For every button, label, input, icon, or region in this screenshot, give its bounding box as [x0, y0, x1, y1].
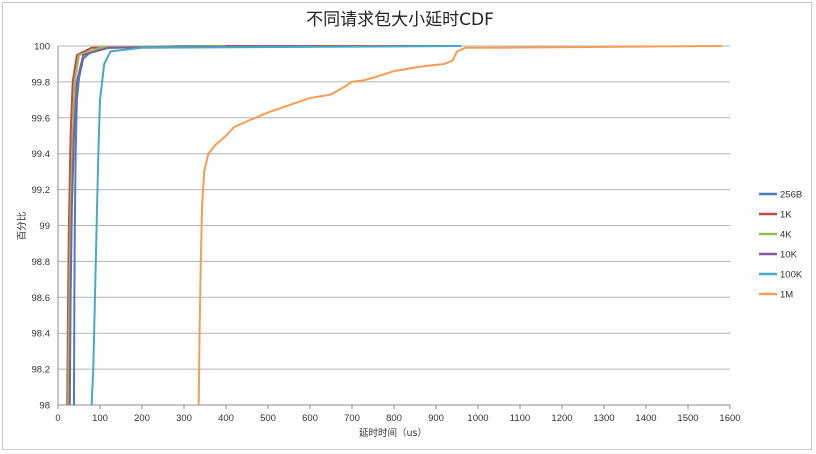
chart-title: 不同请求包大小延时CDF	[306, 10, 494, 30]
x-tick-label-11: 1100	[510, 413, 530, 424]
x-tick-label-12: 1200	[551, 413, 572, 424]
x-tick-label-5: 500	[260, 413, 276, 424]
y-tick-label-5: 99	[39, 221, 50, 232]
x-tick-label-9: 900	[428, 413, 444, 424]
series-line-4K	[67, 45, 227, 406]
x-axis-label: 延时时间（us）	[359, 427, 427, 439]
x-tick-label-1: 100	[92, 413, 108, 424]
series-line-10K	[68, 45, 311, 406]
y-tick-label-3: 98.6	[32, 293, 51, 304]
x-tick-label-15: 1500	[677, 413, 698, 424]
x-tick-label-4: 400	[218, 413, 234, 424]
y-tick-label-10: 100	[34, 42, 50, 53]
x-tick-label-8: 800	[386, 413, 402, 424]
y-tick-label-1: 98.2	[32, 365, 51, 376]
x-tick-label-2: 200	[134, 413, 150, 424]
y-tick-label-6: 99.2	[32, 185, 51, 196]
y-axis-label: 百分比	[16, 212, 28, 241]
y-tick-label-2: 98.4	[32, 329, 51, 340]
axes: 9898.298.498.698.89999.299.499.699.81000…	[32, 42, 741, 425]
series-lines	[66, 45, 722, 406]
legend-label-1M: 1M	[780, 290, 793, 301]
series-line-1M	[197, 45, 722, 406]
legend: 256B 1K 4K 10K 100K 1M	[759, 190, 803, 301]
y-tick-label-9: 99.8	[32, 77, 51, 88]
legend-label-100K: 100K	[780, 270, 803, 281]
x-tick-label-16: 1600	[719, 413, 740, 424]
y-tick-label-0: 98	[39, 401, 50, 412]
legend-label-10K: 10K	[780, 250, 798, 261]
x-tick-label-0: 0	[55, 413, 60, 424]
x-tick-label-13: 1300	[593, 413, 614, 424]
series-line-100K	[90, 45, 462, 406]
x-tick-label-3: 300	[176, 413, 192, 424]
y-tick-label-7: 99.4	[32, 149, 51, 160]
y-tick-label-4: 98.8	[32, 257, 51, 268]
legend-label-256B: 256B	[780, 190, 802, 201]
y-tick-label-8: 99.6	[32, 113, 51, 124]
x-tick-label-6: 600	[302, 413, 318, 424]
legend-label-1K: 1K	[780, 210, 792, 221]
x-tick-label-10: 1000	[467, 413, 488, 424]
x-tick-label-14: 1400	[635, 413, 656, 424]
grid-lines	[58, 45, 730, 406]
x-tick-label-7: 700	[344, 413, 360, 424]
legend-label-4K: 4K	[780, 230, 792, 241]
